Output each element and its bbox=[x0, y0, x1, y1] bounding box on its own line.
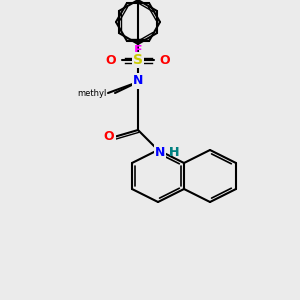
Text: F: F bbox=[134, 44, 142, 56]
Text: O: O bbox=[160, 53, 170, 67]
Text: methyl: methyl bbox=[78, 88, 107, 98]
Text: O: O bbox=[106, 53, 116, 67]
Text: N: N bbox=[133, 74, 143, 88]
Text: N: N bbox=[155, 146, 165, 158]
Text: O: O bbox=[104, 130, 114, 142]
Text: S: S bbox=[133, 53, 143, 67]
Text: N: N bbox=[155, 146, 165, 158]
Text: O: O bbox=[104, 130, 114, 142]
Text: S: S bbox=[134, 53, 142, 67]
Text: H: H bbox=[169, 146, 179, 158]
Text: N: N bbox=[133, 74, 143, 88]
Text: O: O bbox=[106, 53, 116, 67]
Text: O: O bbox=[160, 53, 170, 67]
Text: H: H bbox=[169, 146, 179, 158]
